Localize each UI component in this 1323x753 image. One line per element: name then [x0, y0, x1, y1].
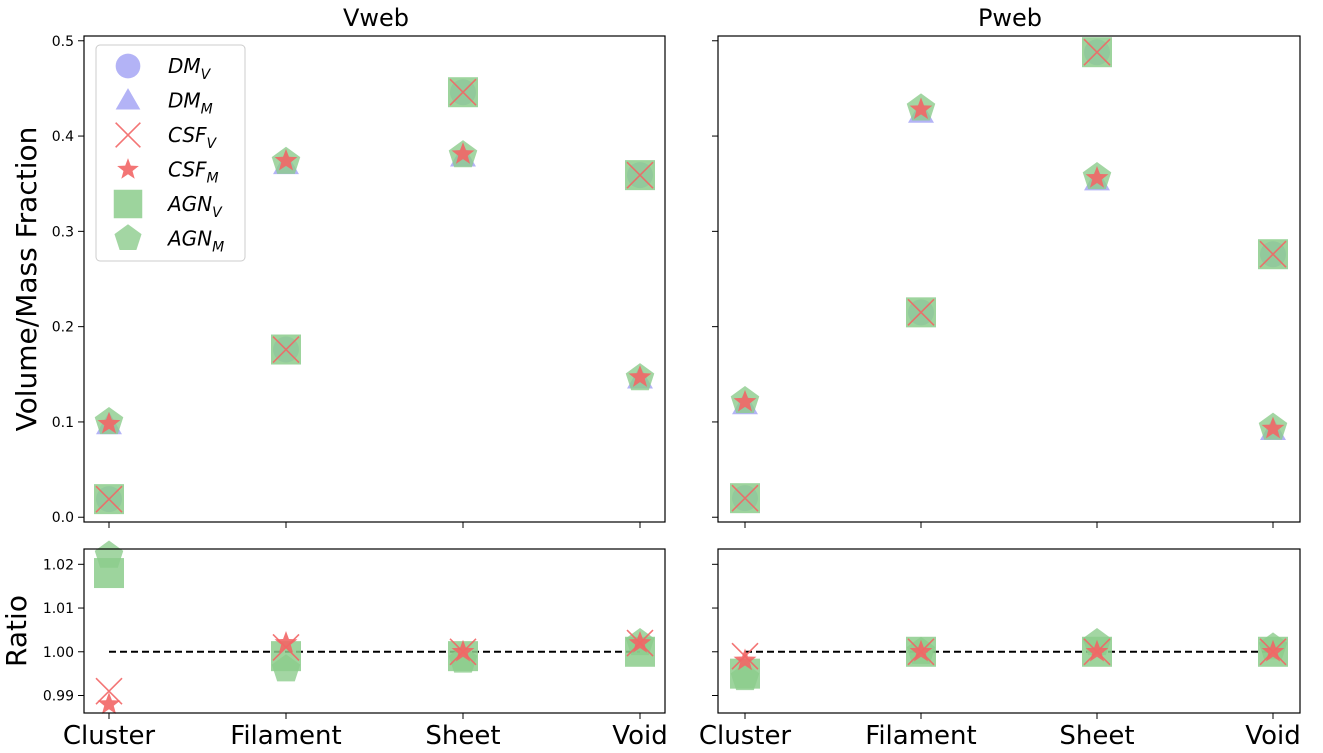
legend-marker-agn-m — [114, 224, 142, 251]
legend-label-agn-v: AGNV — [166, 192, 223, 221]
point-csf-v — [272, 335, 300, 364]
point-csf-m — [274, 148, 298, 171]
x-tick-label-filament: Filament — [865, 721, 976, 751]
legend-label-csf-v: CSFV — [168, 123, 218, 152]
legend-marker-csf-m — [117, 158, 139, 179]
panel-title-pweb: Pweb — [978, 4, 1042, 32]
vweb-axes-frame — [83, 35, 666, 523]
x-tick-label-filament: Filament — [230, 721, 341, 751]
point-csf-v — [95, 485, 123, 513]
point-csf-m — [628, 631, 652, 653]
point-csf-m — [1261, 416, 1285, 439]
legend-label-subscript: V — [207, 136, 218, 152]
y-tick-label: 0.1 — [52, 415, 74, 431]
point-csf-v — [731, 484, 759, 512]
pweb-plot-area — [712, 37, 1288, 528]
y-tick-label: 0.99 — [43, 689, 74, 705]
point-csf-m — [733, 389, 757, 412]
x-tick-label-cluster: Cluster — [699, 721, 792, 751]
legend-label-agn-m: AGNM — [166, 227, 224, 256]
legend-label-subscript: M — [212, 240, 224, 256]
y-tick-label: 0.3 — [52, 224, 74, 240]
point-agn-m — [448, 645, 478, 673]
legend-label-dm-v: DMV — [168, 54, 212, 83]
legend-label-base: DM — [168, 54, 201, 78]
legend-marker-csf-v — [115, 122, 141, 148]
y-tick-label: 0.4 — [52, 129, 74, 145]
legend-label-subscript: M — [207, 171, 219, 187]
point-csf-m — [451, 639, 475, 662]
y-tick-label: 0.0 — [52, 510, 74, 526]
vweb-ratio-plot-area: 0.99 1.00 1.01 1.02 Cluster Filament Sheet Void — [43, 540, 668, 751]
point-csf-m — [451, 142, 475, 164]
point-csf-m — [628, 365, 652, 387]
pweb-axes-frame — [717, 35, 1301, 523]
point-csf-v — [1083, 38, 1111, 66]
point-csf-v — [449, 78, 477, 106]
panel-vweb-ratio: Ratio 0.99 1.00 1.01 1.02 Cluster Filament She… — [0, 540, 668, 751]
point-csf-m — [1261, 639, 1285, 662]
point-csf-m — [97, 411, 121, 434]
vweb-ratio-axes-frame — [83, 548, 666, 714]
legend-marker-agn-v — [113, 189, 143, 219]
panel-pweb-ratio: Cluster Filament Sheet Void — [699, 548, 1301, 751]
y-axis-label-ratio: Ratio — [0, 595, 33, 667]
point-csf-m — [1085, 639, 1109, 662]
x-tick-label-void: Void — [612, 721, 667, 751]
legend-label-dm-m: DMM — [168, 89, 213, 118]
legend-label-base: CSF — [168, 158, 207, 182]
point-agn-m — [271, 654, 301, 682]
y-tick-label: 0.5 — [52, 34, 74, 50]
point-csf-v — [95, 677, 123, 705]
y-tick-label: 1.02 — [43, 557, 74, 573]
panel-pweb-main: Pweb — [712, 4, 1301, 528]
panel-title-vweb: Vweb — [343, 4, 409, 32]
legend-label-subscript: M — [201, 102, 213, 118]
point-csf-v — [626, 161, 654, 189]
x-tick-label-void: Void — [1245, 721, 1300, 751]
pweb-ratio-axes-frame — [717, 548, 1301, 714]
y-axis-label-fraction: Volume/Mass Fraction — [10, 127, 43, 432]
x-tick-label-sheet: Sheet — [1059, 721, 1134, 751]
x-tick-label-cluster: Cluster — [63, 721, 156, 751]
point-agn-m — [730, 663, 760, 691]
y-tick-label: 0.2 — [52, 320, 74, 336]
legend-label-csf-m: CSFM — [168, 158, 219, 187]
legend-marker-dm-v — [115, 53, 141, 79]
pweb-ratio-plot-area: Cluster Filament Sheet Void — [699, 563, 1301, 751]
x-tick-label-sheet: Sheet — [425, 721, 500, 751]
y-tick-label: 1.00 — [43, 645, 74, 661]
point-csf-v — [907, 298, 935, 326]
legend-label-base: CSF — [168, 123, 207, 147]
legend-label-subscript: V — [212, 205, 223, 221]
vweb-plot-area: 0.0 0.1 0.2 0.3 0.4 0.5 — [52, 34, 655, 528]
point-csf-m — [274, 631, 298, 653]
point-csf-m — [909, 97, 933, 120]
point-agn-m — [94, 540, 124, 568]
y-tick-label: 1.01 — [43, 601, 74, 617]
legend-label-subscript: V — [201, 67, 212, 83]
point-csf-v — [1259, 240, 1287, 268]
point-csf-m — [733, 648, 757, 671]
legend-label-base: AGN — [166, 192, 212, 216]
panel-vweb-main: Vweb Volume/Mass Fraction 0.00.10.20.30.… — [10, 4, 666, 528]
point-csf-m — [909, 639, 933, 662]
point-csf-m — [1085, 165, 1109, 188]
legend-label-base: DM — [168, 89, 201, 113]
point-csf-m — [97, 692, 121, 714]
legend-marker-dm-m — [115, 88, 141, 110]
legend-label-base: AGN — [166, 227, 212, 251]
